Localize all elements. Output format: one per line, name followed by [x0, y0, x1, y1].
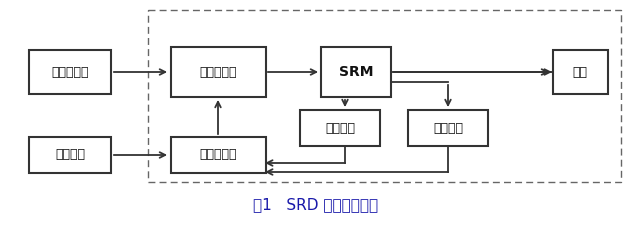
Text: 位置检测: 位置检测 — [433, 122, 463, 134]
Text: 外部给定: 外部给定 — [55, 149, 85, 162]
Bar — [300, 110, 380, 146]
Bar — [29, 137, 111, 173]
Bar — [321, 47, 391, 97]
Bar — [170, 47, 266, 97]
Bar — [408, 110, 488, 146]
Text: 三相交流电: 三相交流电 — [51, 65, 89, 79]
Text: 电流检测: 电流检测 — [325, 122, 355, 134]
Text: 功率变换器: 功率变换器 — [199, 65, 237, 79]
Bar — [170, 137, 266, 173]
Text: 图1   SRD 系统组成框图: 图1 SRD 系统组成框图 — [253, 198, 378, 213]
Bar — [29, 50, 111, 94]
Bar — [148, 10, 621, 182]
Bar — [553, 50, 608, 94]
Text: 微机控制器: 微机控制器 — [199, 149, 237, 162]
Text: 负载: 负载 — [572, 65, 587, 79]
Text: SRM: SRM — [339, 65, 374, 79]
